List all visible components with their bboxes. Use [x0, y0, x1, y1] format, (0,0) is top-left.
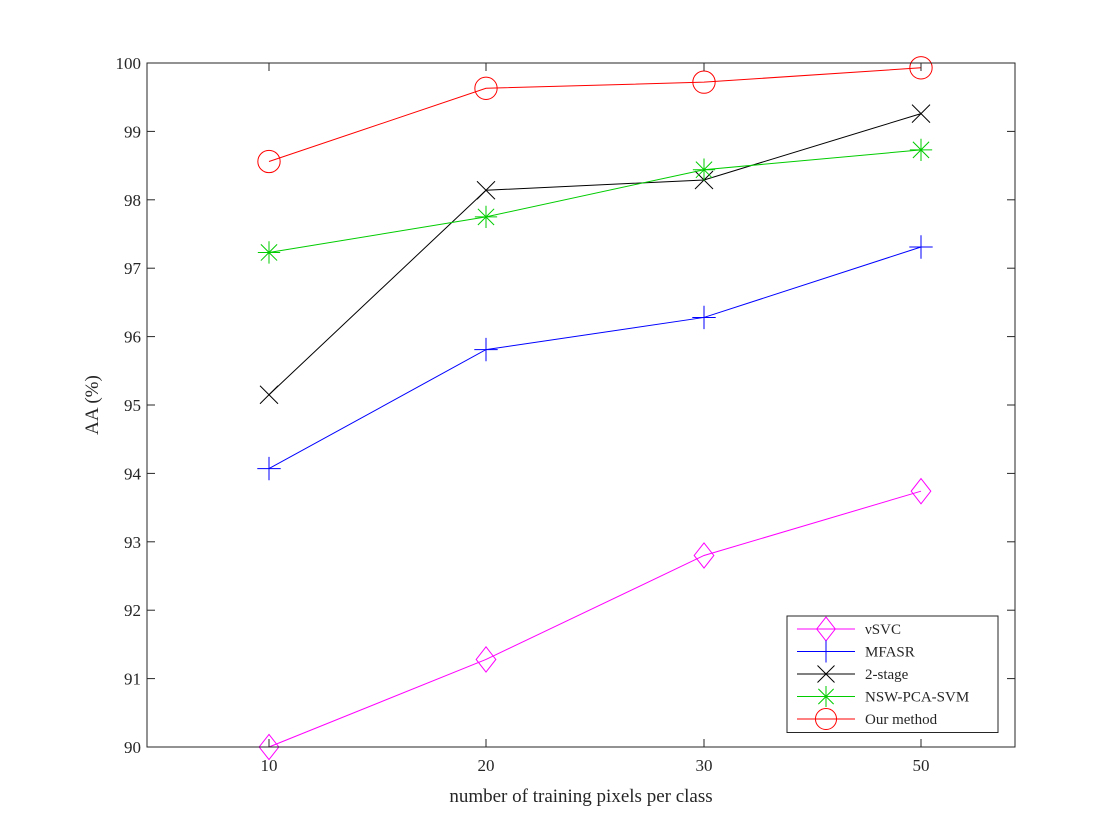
marker-stroke: [817, 688, 835, 705]
series-line: [268, 113, 922, 396]
series-line: [268, 149, 922, 253]
marker-stroke: [817, 665, 835, 683]
y-axis-label: AA (%): [82, 375, 103, 435]
series: [257, 138, 933, 264]
data-point-plus: [257, 456, 281, 481]
data-point-x: [259, 385, 279, 405]
data-point-x: [476, 180, 496, 200]
y-tick-label: 98: [124, 191, 141, 210]
legend-item: νSVC: [797, 616, 901, 642]
y-tick-label: 97: [124, 259, 142, 278]
y-tick-label: 96: [124, 328, 141, 347]
data-point-star: [909, 138, 933, 162]
y-tick-label: 99: [124, 122, 141, 141]
data-point-circle: [257, 149, 281, 174]
data-point-star: [692, 158, 716, 181]
x-tick-label: 20: [478, 756, 495, 775]
series-layer: [257, 56, 933, 761]
marker-stroke: [695, 161, 713, 179]
data-point-plus: [909, 235, 933, 259]
series-line: [268, 246, 922, 470]
marker-stroke: [476, 180, 496, 200]
data-point-x: [911, 104, 931, 123]
legend-item: MFASR: [797, 640, 915, 663]
data-point-circle: [474, 76, 498, 100]
data-point-star: [474, 205, 498, 229]
series: [259, 104, 931, 405]
y-tick-label: 90: [124, 738, 141, 757]
y-tick-label: 95: [124, 396, 141, 415]
marker-stroke: [259, 385, 279, 405]
data-point-plus: [814, 640, 838, 663]
data-point-circle: [814, 707, 838, 731]
y-tick-label: 100: [116, 54, 142, 73]
x-tick-label: 10: [261, 756, 278, 775]
marker-stroke: [911, 104, 931, 123]
legend-label: νSVC: [865, 622, 901, 638]
legend-item: Our method: [797, 707, 938, 731]
x-axis-label: number of training pixels per class: [449, 786, 712, 807]
legend-label: Our method: [865, 712, 938, 728]
legend: νSVC MFASR 2-stage NSW-PCA-SVM Our method: [786, 615, 999, 733]
y-tick-label: 92: [124, 601, 141, 620]
data-point-plus: [474, 337, 498, 362]
legend-label: MFASR: [865, 645, 915, 661]
data-point-diamond: [693, 542, 715, 569]
series: [258, 477, 932, 761]
marker-stroke: [912, 141, 930, 159]
x-tick-label: 50: [913, 756, 930, 775]
marker-stroke: [260, 244, 278, 261]
data-point-star: [257, 241, 281, 264]
data-point-x: [817, 665, 835, 683]
y-tick-label: 91: [124, 670, 141, 689]
legend-item: NSW-PCA-SVM: [797, 685, 969, 708]
legend-label: NSW-PCA-SVM: [865, 690, 969, 706]
x-tick-label: 30: [696, 756, 713, 775]
data-point-star: [815, 685, 837, 708]
data-point-diamond: [258, 733, 280, 761]
legend-item: 2-stage: [797, 665, 909, 683]
series-line: [268, 490, 922, 748]
y-axis: 90 91 92 93 94 95 96 97 98 99 100: [116, 54, 1015, 757]
data-point-diamond: [910, 477, 932, 505]
series: [257, 235, 933, 481]
x-axis: 10 20 30 50: [261, 63, 930, 775]
marker-stroke: [477, 208, 495, 226]
legend-label: 2-stage: [865, 667, 909, 683]
data-point-circle: [909, 56, 933, 80]
y-tick-label: 93: [124, 533, 141, 552]
y-tick-label: 94: [124, 464, 142, 483]
data-point-diamond: [475, 646, 497, 673]
data-point-plus: [692, 305, 716, 330]
series-line: [268, 67, 922, 162]
